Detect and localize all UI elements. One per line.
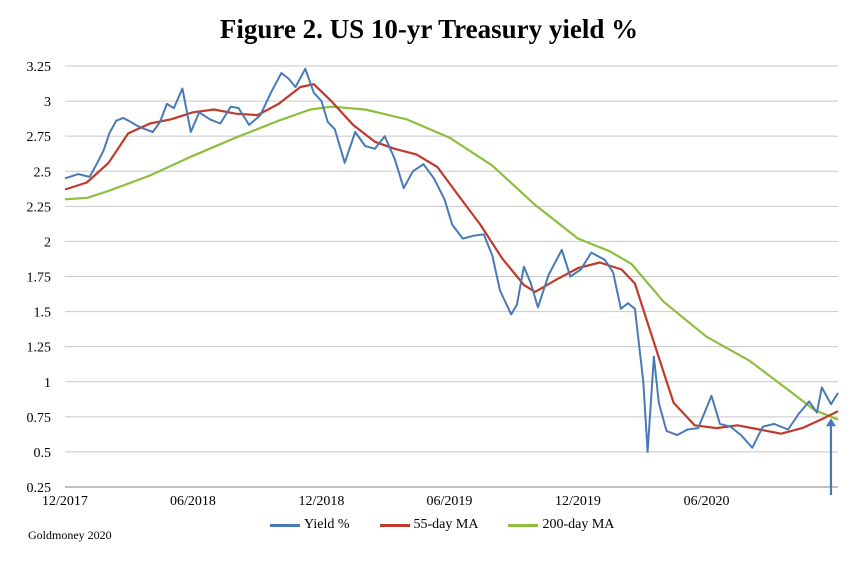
series-line-200-day-ma bbox=[64, 105, 839, 421]
x-tick-label: 06/2018 bbox=[170, 494, 216, 509]
legend-label-200-day-ma: 200-day MA bbox=[542, 517, 615, 532]
y-tick-label: 1 bbox=[44, 376, 51, 391]
x-tick-label: 12/2018 bbox=[299, 494, 345, 509]
chart-title: Figure 2. US 10-yr Treasury yield % bbox=[219, 14, 639, 44]
y-tick-label: 1.5 bbox=[34, 306, 52, 321]
legend-item-yield: Yield % bbox=[270, 517, 350, 533]
x-tick-label: 06/2020 bbox=[684, 494, 730, 509]
x-tick-label: 06/2019 bbox=[426, 494, 472, 509]
y-tick-label: 3 bbox=[44, 95, 51, 110]
x-tick-label: 12/2017 bbox=[42, 494, 88, 509]
legend-item-200-day-ma: 200-day MA bbox=[508, 517, 614, 533]
y-tick-label: 2.25 bbox=[27, 200, 52, 215]
annotations bbox=[825, 418, 836, 495]
legend-swatch-55-day-ma bbox=[379, 523, 410, 527]
legend-label-55-day-ma: 55-day MA bbox=[413, 517, 479, 532]
series-line-55-day-ma bbox=[64, 83, 839, 435]
series-lines bbox=[64, 67, 839, 453]
arrow-head bbox=[825, 418, 836, 427]
y-tick-label: 0.75 bbox=[27, 411, 52, 426]
y-tick-label: 0.5 bbox=[34, 446, 52, 461]
legend-swatch-yield bbox=[270, 523, 300, 527]
legend-swatch-200-day-ma bbox=[508, 523, 539, 527]
y-tick-label: 2.75 bbox=[27, 130, 52, 145]
legend-item-55-day-ma: 55-day MA bbox=[379, 517, 479, 533]
y-tick-label: 1.25 bbox=[27, 341, 52, 356]
chart-legend: Yield % 55-day MA 200-day MA bbox=[270, 517, 614, 533]
y-tick-label: 1.75 bbox=[27, 271, 52, 286]
y-tick-label: 2 bbox=[44, 235, 51, 250]
x-tick-label: 12/2019 bbox=[555, 494, 601, 509]
legend-label-yield: Yield % bbox=[304, 517, 350, 532]
source-note: Goldmoney 2020 bbox=[28, 528, 112, 542]
y-axis-labels: 3.25 3 2.75 2.5 2.25 2 1.75 1.5 1.25 1 0.75 0.5 0.25 bbox=[27, 60, 52, 496]
series-line-yield bbox=[64, 67, 839, 453]
y-tick-label: 3.25 bbox=[27, 60, 52, 75]
x-axis-labels: 12/2017 06/2018 12/2018 06/2019 12/2019 06/20… bbox=[42, 494, 729, 509]
gridlines bbox=[65, 65, 838, 488]
y-tick-label: 0.25 bbox=[27, 481, 52, 496]
y-tick-label: 2.5 bbox=[34, 165, 52, 180]
